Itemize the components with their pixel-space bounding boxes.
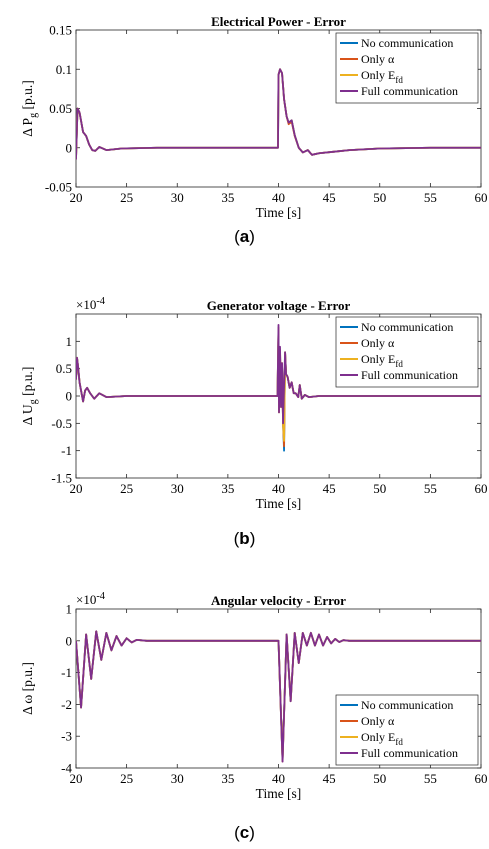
legend-box [335, 694, 479, 766]
y-tick-label: 0.5 [56, 361, 72, 376]
chart-title: Electrical Power - Error [211, 14, 346, 29]
legend-entry-3: Only Efd [361, 352, 403, 369]
y-axis-label: Δ ω [p.u.] [20, 662, 35, 715]
legend-entry-4: Full communication [361, 746, 458, 760]
panel-caption: (b) [234, 529, 256, 548]
x-tick-label: 40 [272, 481, 285, 496]
x-tick-label: 60 [475, 190, 488, 205]
series-line-4 [76, 630, 481, 763]
y-tick-label: 0.1 [56, 62, 72, 77]
legend-box [335, 32, 479, 104]
x-tick-label: 45 [323, 771, 336, 786]
legend-entry-1: No communication [361, 320, 453, 334]
chart-title: Angular velocity - Error [211, 593, 346, 608]
legend-entry-3: Only Efd [361, 730, 403, 747]
legend-entry-3: Only Efd [361, 68, 403, 85]
x-tick-label: 40 [272, 190, 285, 205]
y-tick-label: 0 [66, 633, 73, 648]
y-exponent-label: ×10-4 [76, 591, 106, 607]
chart-panel-c: Angular velocity - Error 20 25 30 35 40 45 50 55… [20, 591, 488, 842]
x-tick-label: 55 [424, 771, 437, 786]
y-exponent-label: ×10-4 [76, 296, 106, 312]
x-tick-label: 50 [373, 481, 386, 496]
series-line-4 [76, 68, 481, 160]
x-tick-label: 40 [272, 771, 285, 786]
y-tick-label: -3 [61, 729, 72, 744]
y-tick-label: 1 [66, 602, 73, 617]
x-tick-label: 50 [373, 190, 386, 205]
x-tick-label: 35 [221, 771, 234, 786]
x-tick-label: 60 [475, 771, 488, 786]
chart-panel-b: Generator voltage - Error 20 25 30 35 40 45 50 5… [20, 296, 488, 548]
y-tick-label: -4 [61, 761, 72, 776]
panel-caption: (a) [234, 227, 255, 246]
x-tick-label: 25 [120, 481, 133, 496]
x-axis-label: Time [s] [256, 205, 302, 220]
chart-panel-a: Electrical Power - Error 20 25 30 35 40 45 50 55… [20, 14, 488, 246]
legend-entry-1: No communication [361, 36, 453, 50]
x-tick-label: 30 [171, 190, 184, 205]
legend-entry-2: Only α [361, 52, 395, 66]
y-tick-label: 0 [66, 389, 73, 404]
legend-entry-4: Full communication [361, 368, 458, 382]
x-tick-label: 35 [221, 190, 234, 205]
panel-caption: (c) [234, 823, 255, 842]
x-tick-label: 20 [70, 771, 83, 786]
series-line-4 [76, 324, 481, 425]
y-axis-label: Δ Pg [p.u.] [20, 80, 39, 137]
chart-title: Generator voltage - Error [207, 298, 351, 313]
y-axis-label: Δ Ug [p.u.] [20, 367, 39, 426]
x-tick-label: 20 [70, 190, 83, 205]
y-tick-label: -1 [61, 665, 72, 680]
x-tick-label: 35 [221, 481, 234, 496]
x-tick-label: 30 [171, 771, 184, 786]
x-tick-label: 45 [323, 481, 336, 496]
y-tick-label: -0.05 [45, 180, 72, 195]
y-tick-label: 0 [66, 140, 73, 155]
x-tick-label: 60 [475, 481, 488, 496]
y-tick-label: 1 [66, 334, 73, 349]
x-tick-label: 55 [424, 190, 437, 205]
x-tick-label: 30 [171, 481, 184, 496]
x-axis-label: Time [s] [256, 496, 302, 511]
x-tick-label: 50 [373, 771, 386, 786]
legend-box [335, 316, 479, 388]
y-tick-label: -1.5 [51, 471, 72, 486]
y-tick-label: 0.15 [49, 23, 72, 38]
y-tick-label: -1 [61, 443, 72, 458]
y-tick-label: -2 [61, 697, 72, 712]
legend-entry-2: Only α [361, 714, 395, 728]
y-tick-label: -0.5 [51, 416, 72, 431]
x-tick-label: 55 [424, 481, 437, 496]
legend-entry-1: No communication [361, 698, 453, 712]
legend-entry-2: Only α [361, 336, 395, 350]
y-tick-label: 0.05 [49, 101, 72, 116]
x-tick-label: 45 [323, 190, 336, 205]
x-tick-label: 20 [70, 481, 83, 496]
x-tick-label: 25 [120, 771, 133, 786]
x-tick-label: 25 [120, 190, 133, 205]
x-axis-label: Time [s] [256, 786, 302, 801]
legend-entry-4: Full communication [361, 84, 458, 98]
